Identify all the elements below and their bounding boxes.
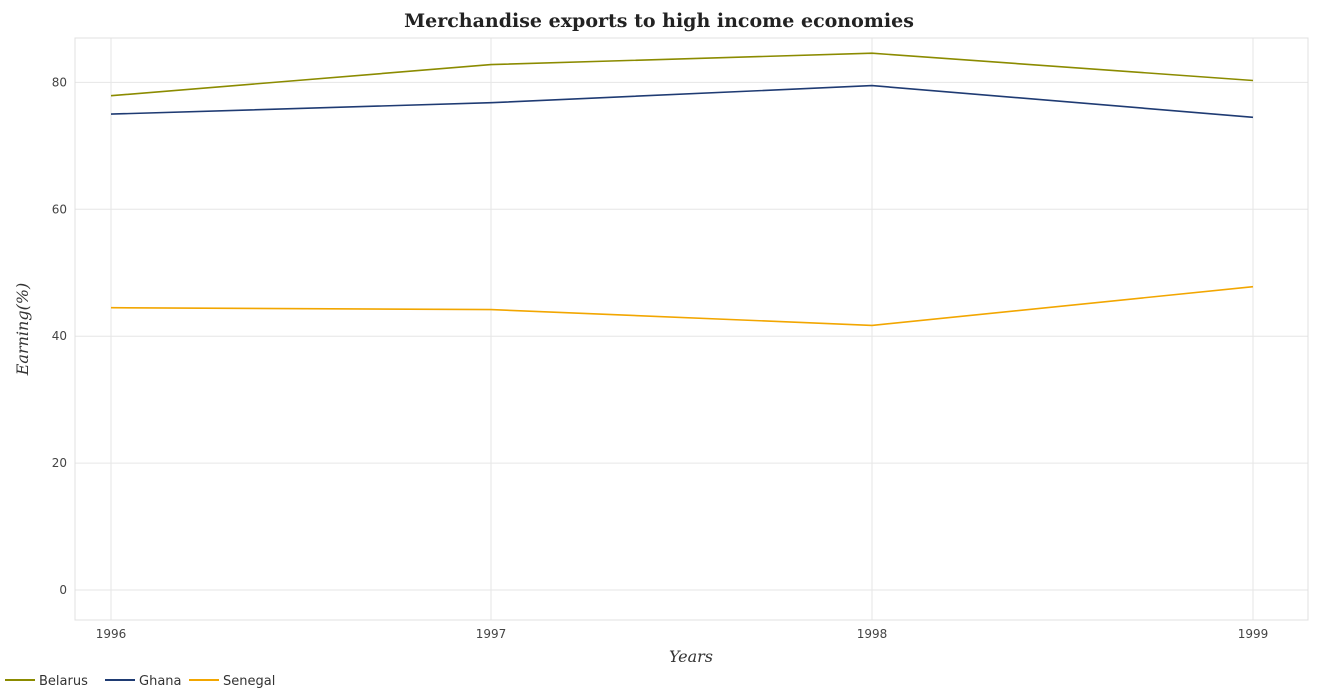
- y-axis-label: Earning(%): [13, 283, 32, 377]
- plot-frame: [74, 37, 1309, 621]
- y-tick-label: 40: [52, 329, 67, 343]
- legend-label-senegal: Senegal: [223, 674, 275, 689]
- series-line-belarus: [110, 52, 1254, 97]
- y-tick-label: 20: [52, 456, 67, 470]
- legend: Belarus Ghana Senegal: [5, 674, 275, 689]
- x-tick-label: 1999: [1238, 627, 1269, 641]
- series-line-ghana: [110, 84, 1254, 119]
- series-lines: [110, 52, 1254, 327]
- y-tick-label: 80: [52, 75, 67, 89]
- x-axis-label: Years: [669, 647, 713, 666]
- y-axis-ticks: 0 20 40 60 80: [52, 75, 67, 597]
- y-tick-label: 0: [59, 583, 67, 597]
- x-tick-label: 1996: [96, 627, 127, 641]
- y-tick-label: 60: [52, 202, 67, 216]
- series-line-senegal: [110, 285, 1254, 327]
- x-axis-ticks: 1996 1997 1998 1999: [96, 627, 1269, 641]
- legend-label-belarus: Belarus: [39, 674, 88, 689]
- legend-label-ghana: Ghana: [139, 674, 182, 689]
- chart-title: Merchandise exports to high income econo…: [404, 10, 914, 32]
- grid: [75, 38, 1308, 620]
- x-tick-label: 1998: [857, 627, 888, 641]
- x-tick-label: 1997: [476, 627, 507, 641]
